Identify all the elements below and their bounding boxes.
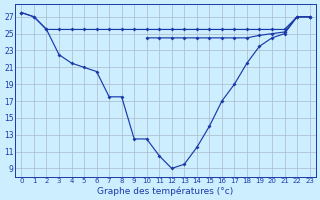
X-axis label: Graphe des températures (°c): Graphe des températures (°c) xyxy=(97,186,234,196)
